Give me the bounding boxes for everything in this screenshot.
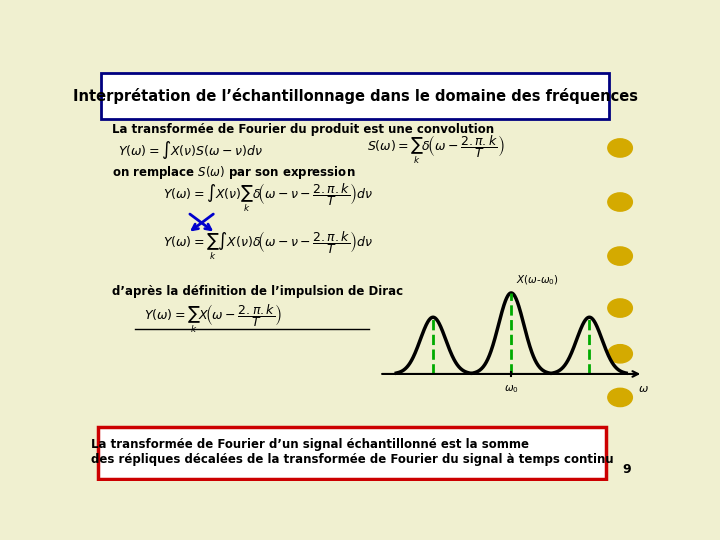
- Circle shape: [608, 193, 632, 211]
- Text: 🔊: 🔊: [617, 349, 623, 359]
- Circle shape: [608, 345, 632, 363]
- Text: Interprétation de l’échantillonnage dans le domaine des fréquences: Interprétation de l’échantillonnage dans…: [73, 88, 637, 104]
- FancyBboxPatch shape: [101, 73, 609, 119]
- Text: 🔊: 🔊: [617, 197, 623, 207]
- Text: La transformée de Fourier d’un signal échantillonné est la somme
des répliques d: La transformée de Fourier d’un signal éc…: [91, 438, 613, 467]
- Text: 🔊: 🔊: [617, 303, 623, 313]
- Text: on remplace $S(\omega)$ par son expression: on remplace $S(\omega)$ par son expressi…: [112, 164, 356, 180]
- Text: $Y(\omega) = \sum_{k} X\!\left(\omega - \dfrac{2.\pi.k}{T}\right)$: $Y(\omega) = \sum_{k} X\!\left(\omega - …: [143, 302, 282, 335]
- Text: $S(\omega) = \sum_{k} \delta\!\left(\omega - \dfrac{2.\pi.k}{T}\right)$: $S(\omega) = \sum_{k} \delta\!\left(\ome…: [367, 133, 505, 166]
- Circle shape: [608, 299, 632, 317]
- Text: 9: 9: [623, 463, 631, 476]
- Text: d’après la définition de l’impulsion de Dirac: d’après la définition de l’impulsion de …: [112, 285, 403, 298]
- Text: 🔊: 🔊: [617, 393, 623, 402]
- Circle shape: [608, 388, 632, 407]
- Text: $\omega_0$: $\omega_0$: [504, 383, 518, 395]
- Text: 🔊: 🔊: [617, 143, 623, 153]
- Circle shape: [608, 247, 632, 265]
- Text: $Y(\omega) = \int X(\nu)S(\omega - \nu)d\nu$: $Y(\omega) = \int X(\nu)S(\omega - \nu)d…: [118, 139, 263, 161]
- Text: $Y(\omega) = \int X(\nu)\sum_{k}\delta\!\left(\omega - \nu - \dfrac{2.\pi.k}{T}\: $Y(\omega) = \int X(\nu)\sum_{k}\delta\!…: [163, 181, 374, 214]
- Text: $Y(\omega) = \sum_{k}\int X(\nu)\delta\!\left(\omega - \nu - \dfrac{2.\pi.k}{T}\: $Y(\omega) = \sum_{k}\int X(\nu)\delta\!…: [163, 229, 374, 262]
- Circle shape: [608, 139, 632, 157]
- Text: $X(\omega\text{-}\omega_0)$: $X(\omega\text{-}\omega_0)$: [516, 274, 559, 287]
- FancyBboxPatch shape: [99, 427, 606, 478]
- Text: 🔊: 🔊: [617, 251, 623, 261]
- Text: La transformée de Fourier du produit est une convolution: La transformée de Fourier du produit est…: [112, 123, 495, 136]
- Text: $\omega$: $\omega$: [638, 383, 649, 394]
